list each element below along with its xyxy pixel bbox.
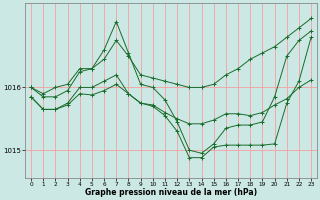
X-axis label: Graphe pression niveau de la mer (hPa): Graphe pression niveau de la mer (hPa): [85, 188, 257, 197]
